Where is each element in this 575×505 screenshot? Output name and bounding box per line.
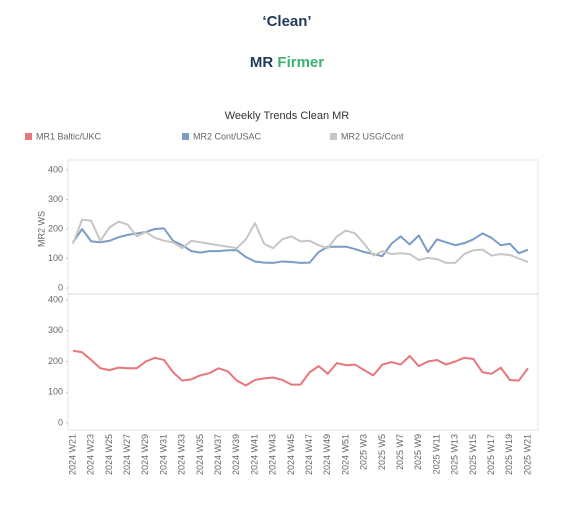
x-tick-label: 2024 W31	[158, 434, 168, 475]
subtitle-part: Firmer	[277, 54, 324, 71]
x-tick-label: 2024 W33	[177, 434, 187, 475]
plot-frame	[67, 159, 539, 431]
series-line	[72, 349, 529, 387]
subtitle-part: MR	[250, 54, 273, 71]
y-tick-label: 0	[58, 282, 63, 292]
x-tick-label: 2025 W21	[522, 434, 532, 475]
x-tick-label: 2024 W25	[104, 434, 114, 475]
legend-label: MR2 Cont/USAC	[193, 131, 262, 141]
y-tick-label: 0	[58, 417, 63, 427]
legend-swatch	[330, 133, 337, 140]
x-tick-label: 2025 W15	[468, 434, 478, 475]
x-tick-label: 2024 W41	[249, 434, 259, 475]
x-tick-label: 2024 W27	[122, 434, 132, 475]
x-tick-label: 2025 W9	[413, 434, 423, 470]
x-tick-label: 2024 W23	[86, 434, 96, 475]
y-tick-label: 400	[48, 294, 63, 304]
x-tick-label: 2024 W21	[67, 434, 77, 475]
x-tick-label: 2024 W29	[140, 434, 150, 475]
page-title: ‘Clean’	[262, 13, 311, 30]
y-tick-label: 300	[48, 325, 63, 335]
y-tick-label: 200	[48, 356, 63, 366]
x-tick-label: 2025 W3	[359, 434, 369, 470]
subtitle: MR Firmer	[250, 54, 324, 71]
y-tick-label: 200	[48, 223, 63, 233]
x-tick-label: 2024 W45	[286, 434, 296, 475]
legend-swatch	[182, 133, 189, 140]
x-tick-label: 2024 W47	[304, 434, 314, 475]
chart-title: Weekly Trends Clean MR	[225, 110, 350, 122]
x-tick-label: 2024 W43	[268, 434, 278, 475]
x-tick-label: 2024 W37	[213, 434, 223, 475]
y-tick-label: 100	[48, 387, 63, 397]
legend-swatch	[25, 133, 32, 140]
x-tick-label: 2025 W13	[450, 434, 460, 475]
x-tick-label: 2024 W39	[231, 434, 241, 475]
y-tick-label: 100	[48, 253, 63, 263]
x-tick-label: 2024 W51	[340, 434, 350, 475]
series-line	[72, 227, 529, 264]
y-tick-label: 400	[48, 164, 63, 174]
x-tick-label: 2025 W11	[431, 434, 441, 474]
x-tick-label: 2024 W35	[195, 434, 205, 475]
series-line	[72, 218, 529, 264]
legend-label: MR1 Baltic/UKC	[36, 131, 102, 141]
y-axis-label: MR2 WS	[36, 211, 46, 247]
x-tick-label: 2025 W7	[395, 434, 405, 470]
legend-label: MR2 USG/Cont	[341, 131, 404, 141]
x-tick-label: 2024 W49	[322, 434, 332, 475]
x-tick-label: 2025 W5	[377, 434, 387, 470]
x-tick-label: 2025 W17	[486, 434, 496, 475]
x-tick-label: 2025 W19	[504, 434, 514, 475]
y-tick-label: 300	[48, 194, 63, 204]
